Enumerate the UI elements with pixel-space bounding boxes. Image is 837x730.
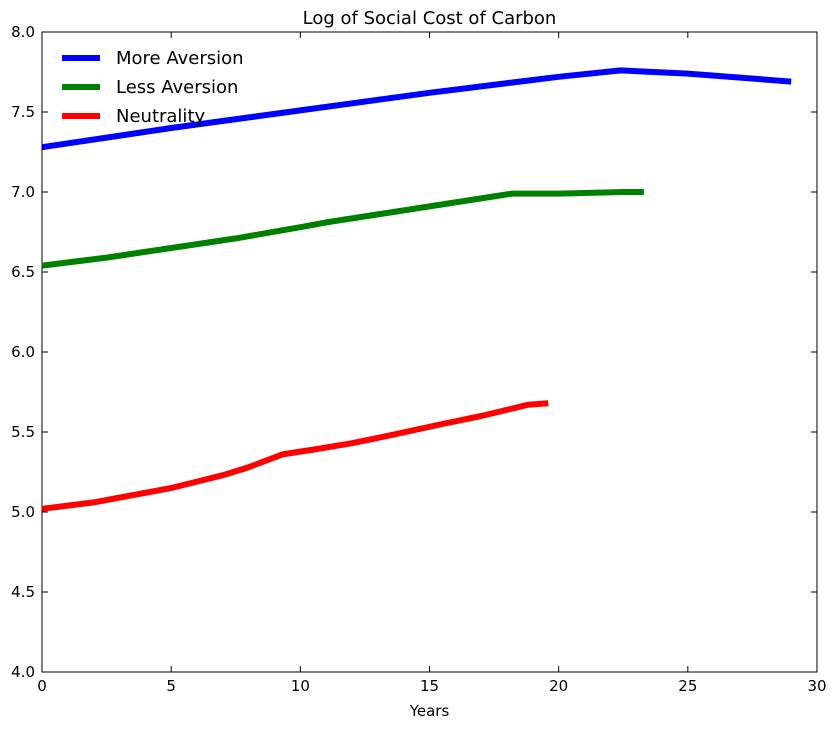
y-tick-label: 4.0 <box>11 663 35 681</box>
x-tick-label: 15 <box>420 677 439 695</box>
legend: More Aversion Less Aversion Neutrality <box>62 48 244 127</box>
legend-label: Less Aversion <box>116 77 238 98</box>
y-tick-label: 7.5 <box>11 103 35 121</box>
y-tick-label: 8.0 <box>11 23 35 41</box>
x-tick-label: 25 <box>678 677 697 695</box>
chart-title: Log of Social Cost of Carbon <box>303 8 557 29</box>
y-tick-label: 4.5 <box>11 583 35 601</box>
series-line-more-aversion <box>41 67 792 151</box>
series-line-less-aversion <box>41 189 644 269</box>
y-tick-label: 6.0 <box>11 343 35 361</box>
x-tick-label: 30 <box>807 677 826 695</box>
legend-label: More Aversion <box>116 48 244 69</box>
y-tick-label: 6.5 <box>11 263 35 281</box>
series-lines <box>41 67 792 512</box>
legend-label: Neutrality <box>116 106 205 127</box>
x-tick-label: 20 <box>549 677 568 695</box>
x-tick-label: 5 <box>166 677 176 695</box>
x-tick-label: 10 <box>291 677 310 695</box>
y-tick-label: 5.5 <box>11 423 35 441</box>
x-axis-label: Years <box>409 702 450 720</box>
y-tick-label: 5.0 <box>11 503 35 521</box>
y-tick-label: 7.0 <box>11 183 35 201</box>
x-tick-label: 0 <box>37 677 47 695</box>
series-line-neutrality <box>41 400 549 512</box>
axis-ticks: 0 5 10 15 20 25 30 4.0 4.5 5.0 5.5 6.0 6.5 7.0 7.5 8.0 <box>11 23 826 695</box>
